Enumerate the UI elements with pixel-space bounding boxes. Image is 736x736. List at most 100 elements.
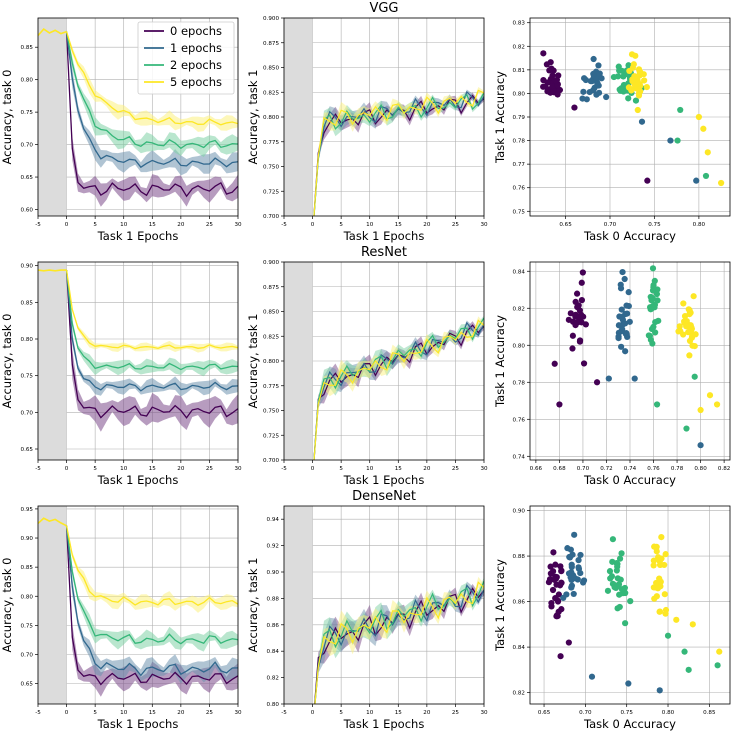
scatter-point — [691, 343, 698, 350]
scatter-point — [661, 591, 668, 598]
scatter-point — [685, 666, 692, 673]
series-line-0-epochs — [65, 270, 238, 419]
scatter-point — [625, 289, 632, 296]
scatter-point — [652, 318, 659, 326]
plot-area — [38, 262, 238, 460]
scatter-point — [645, 332, 652, 339]
scatter-point — [628, 87, 635, 94]
scatter-point — [618, 306, 625, 313]
x-axis-label: Task 0 Accuracy — [583, 473, 676, 487]
scatter-point — [718, 179, 725, 187]
y-tick-label: 0.900 — [263, 16, 279, 22]
x-tick-label: 0.80 — [693, 222, 706, 228]
scatter-point — [681, 648, 688, 655]
axes-frame — [37, 261, 239, 461]
pretrain-shade — [38, 18, 67, 216]
x-axis-label: Task 0 Accuracy — [583, 229, 676, 243]
x-tick-label: 30 — [234, 466, 242, 472]
plot-area — [545, 531, 723, 694]
x-tick-label: 0.66 — [530, 466, 543, 472]
plot-area — [284, 506, 484, 704]
y-tick-label: 0.88 — [513, 554, 526, 560]
series-line-0-epochs — [65, 525, 238, 686]
y-tick-label: 0.83 — [513, 21, 526, 27]
scatter-point — [568, 584, 575, 591]
x-axis-label: Task 1 Epochs — [343, 473, 425, 487]
plot-area — [284, 262, 484, 460]
scatter-point — [572, 311, 579, 318]
x-tick-label: 0.78 — [671, 466, 684, 472]
y-tick-label: 0.900 — [263, 260, 279, 266]
band-2-epochs — [313, 315, 484, 460]
scatter-point — [655, 584, 662, 591]
scatter-group-1-epochs — [560, 531, 663, 694]
series-line-2-epochs — [65, 31, 238, 150]
scatter-point — [580, 360, 588, 367]
x-tick-label: 15 — [149, 710, 157, 716]
scatter-point — [580, 579, 587, 586]
scatter-point — [619, 268, 626, 276]
y-axis-label: Task 1 Accuracy — [493, 71, 507, 164]
y-axis-label: Accuracy, task 0 — [0, 558, 14, 653]
pretrain-line — [38, 517, 67, 527]
scatter-point — [695, 113, 702, 121]
scatter-point — [635, 92, 643, 99]
scatter-point — [622, 348, 629, 355]
scatter-point — [689, 621, 696, 628]
scatter-point — [653, 593, 660, 600]
series-line-0-epochs — [314, 587, 484, 704]
band-0-epochs — [66, 268, 238, 432]
x-axis-label: Task 1 Epochs — [97, 473, 179, 487]
scatter-point — [686, 352, 693, 359]
scatter-point — [618, 550, 625, 557]
x-tick-label: 30 — [234, 710, 242, 716]
x-tick-label: 0 — [311, 466, 315, 472]
scatter-point — [632, 97, 640, 104]
x-tick-label: 15 — [149, 222, 157, 228]
y-tick-label: 0.80 — [513, 343, 526, 349]
scatter-point — [577, 311, 585, 318]
x-tick-label: 15 — [149, 466, 157, 472]
pretrain-line — [38, 269, 67, 272]
y-tick-label: 0.850 — [263, 310, 279, 316]
y-tick-label: 0.88 — [267, 596, 280, 602]
x-tick-label: 0.82 — [718, 466, 730, 472]
scatter-point — [618, 343, 625, 350]
scatter-point — [619, 313, 626, 320]
scatter-point — [656, 608, 663, 615]
pretrain-shade — [38, 262, 67, 460]
scatter-point — [649, 265, 657, 272]
scatter-point — [674, 137, 681, 144]
axes-frame — [283, 17, 485, 217]
y-axis-label: Accuracy, task 1 — [246, 558, 260, 653]
pretrain-shade — [284, 262, 313, 460]
scatter-point — [580, 88, 587, 95]
scatter-point — [603, 93, 610, 101]
panel-title: VGG — [369, 1, 398, 16]
pretrain-shade — [284, 18, 313, 216]
scatter-point — [569, 551, 576, 558]
y-tick-label: 0.750 — [263, 165, 279, 171]
axes-frame — [37, 505, 239, 705]
axes-frame — [529, 505, 731, 705]
panel-densenet-task0: -5 0 5 10 15 20 25 30 0.65 0.70 0.75 0.80 0.85 0.90 0.… — [0, 505, 242, 731]
scatter-point — [621, 275, 628, 283]
series-line-2-epochs — [313, 317, 484, 460]
series-line-2-epochs — [313, 92, 484, 216]
band-2-epochs — [66, 524, 238, 652]
scatter-point — [567, 310, 574, 317]
scatter-point — [641, 77, 648, 84]
scatter-point — [542, 83, 549, 90]
y-tick-label: 0.90 — [21, 536, 34, 542]
scatter-point — [607, 575, 614, 582]
scatter-point — [617, 285, 625, 292]
scatter-point — [667, 137, 674, 144]
scatter-point — [578, 297, 585, 304]
y-axis-label: Accuracy, task 0 — [0, 70, 14, 165]
y-tick-label: 0.92 — [267, 544, 279, 550]
y-tick-label: 0.775 — [263, 384, 279, 390]
y-tick-label: 0.825 — [263, 334, 279, 340]
y-tick-label: 0.85 — [21, 565, 34, 571]
scatter-point — [706, 392, 714, 399]
x-tick-label: 0 — [311, 710, 315, 716]
